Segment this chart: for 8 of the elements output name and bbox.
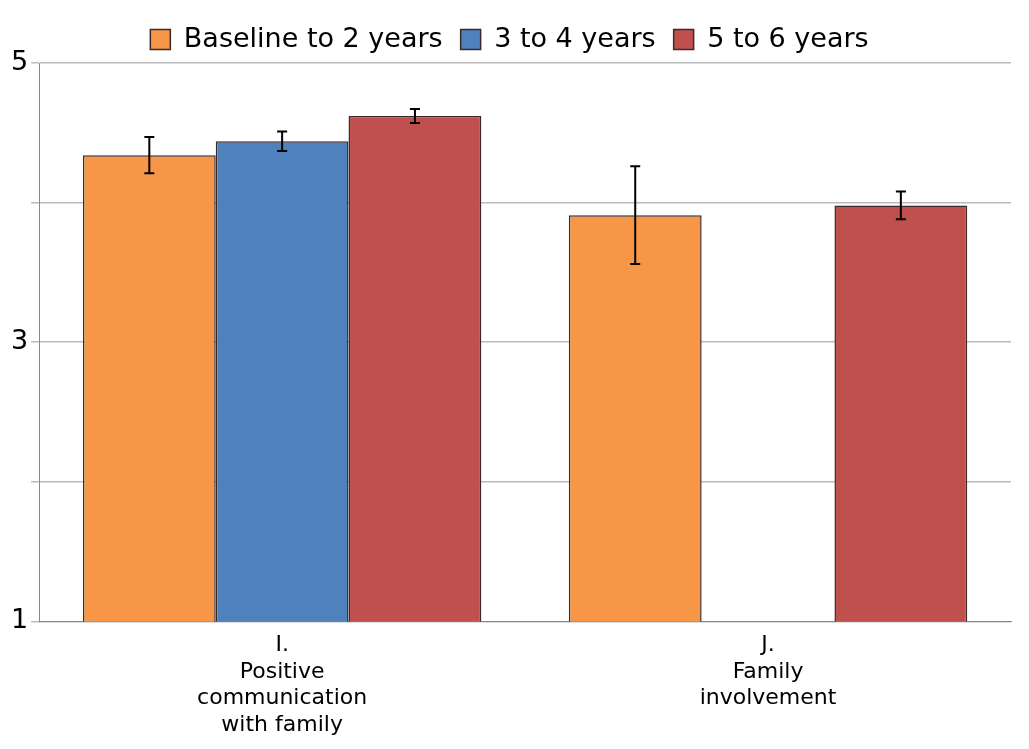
x-tick-label: J. Family involvement	[699, 631, 837, 710]
y-tick-label: 5	[10, 45, 29, 77]
legend-label: 5 to 6 years	[707, 21, 869, 53]
y-tick-label: 1	[10, 603, 29, 635]
legend-label: 3 to 4 years	[494, 21, 656, 53]
x-tick-label: I. Positive communication with family	[197, 631, 368, 736]
legend-label: Baseline to 2 years	[183, 21, 443, 53]
y-tick-label: 3	[10, 324, 29, 356]
